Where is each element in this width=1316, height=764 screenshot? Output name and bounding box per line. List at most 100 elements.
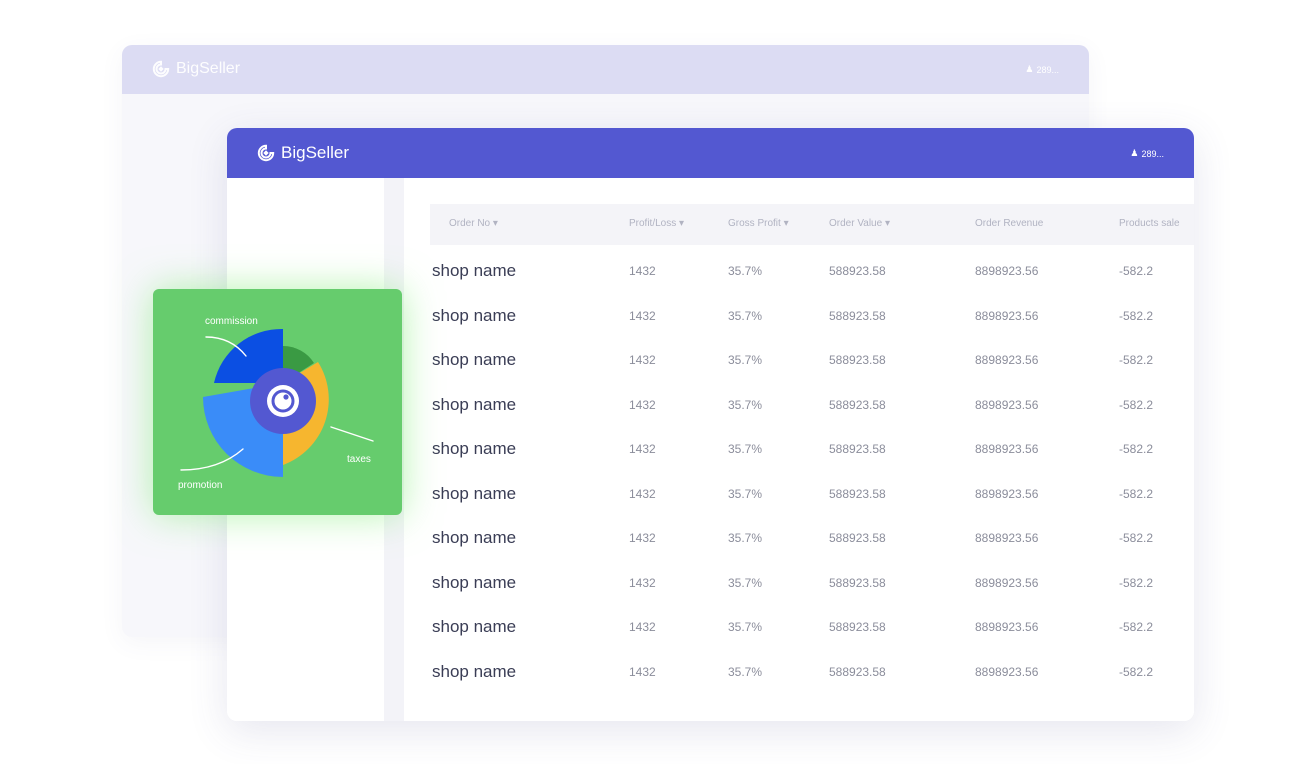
user-name: 289... (1141, 148, 1164, 159)
table-row[interactable]: shop name 1432 35.7% 588923.58 8898923.56 -58… (430, 437, 1194, 482)
shop-name-cell: shop name (432, 439, 517, 458)
column-header-gross-profit[interactable]: Gross Profit ▾ (728, 218, 789, 229)
table-cell: 1432 (629, 531, 656, 545)
taxes-label: taxes (347, 454, 371, 465)
table-body: shop name 1432 35.7% 588923.58 8898923.56 -58… (430, 259, 1194, 704)
table-row[interactable]: shop name 1432 35.7% 588923.58 8898923.56 -58… (430, 348, 1194, 393)
table-cell: -582.2 (1119, 308, 1154, 323)
table-cell: -582.2 (1119, 620, 1154, 634)
user-menu[interactable]: ♟ 289... (1130, 148, 1164, 159)
table-cell: 35.7% (728, 397, 763, 412)
user-icon: ♟ (1025, 64, 1034, 74)
main-window-header: BigSeller ♟ 289... (227, 128, 1194, 178)
background-user: ♟ 289... (1025, 64, 1059, 75)
column-header-products-sale: Products sale (1119, 218, 1180, 229)
shop-name-cell: shop name (432, 305, 517, 325)
table-cell: 8898923.56 (975, 486, 1039, 501)
table-row[interactable]: shop name 1432 35.7% 588923.58 8898923.56 -58… (430, 482, 1194, 527)
table-cell: 1432 (629, 442, 656, 456)
table-row[interactable]: shop name 1432 35.7% 588923.58 8898923.56 -58… (430, 526, 1194, 571)
shop-name-cell: shop name (432, 483, 517, 503)
table-cell: 35.7% (728, 575, 763, 590)
table-header: Order No ▾ Profit/Loss ▾ Gross Profit ▾ … (430, 204, 1194, 245)
table-cell: 588923.58 (829, 442, 886, 456)
promotion-label: promotion (178, 480, 223, 491)
table-cell: 35.7% (728, 308, 763, 323)
column-header-order-no[interactable]: Order No ▾ (449, 218, 498, 229)
main-window: BigSeller ♟ 289... Order No ▾ Profit/Los… (227, 128, 1194, 721)
table-cell: 35.7% (728, 486, 763, 501)
table-cell: 588923.58 (829, 620, 886, 634)
table-cell: 35.7% (728, 620, 763, 634)
table-cell: 1432 (629, 264, 656, 278)
table-cell: 35.7% (728, 264, 763, 278)
table-cell: 588923.58 (829, 664, 886, 679)
table-cell: 8898923.56 (975, 397, 1039, 412)
table-row[interactable]: shop name 1432 35.7% 588923.58 8898923.56 -58… (430, 615, 1194, 660)
table-cell: 8898923.56 (975, 442, 1039, 456)
user-icon: ♟ (1130, 148, 1139, 158)
table-row[interactable]: shop name 1432 35.7% 588923.58 8898923.56 -58… (430, 259, 1194, 304)
table-cell: 1432 (629, 575, 656, 590)
table-cell: 588923.58 (829, 264, 886, 278)
table-row[interactable]: shop name 1432 35.7% 588923.58 8898923.56 -58… (430, 660, 1194, 705)
table-cell: 588923.58 (829, 353, 886, 367)
table-cell: 8898923.56 (975, 664, 1039, 679)
background-window-header: BigSeller ♟ 289... (122, 45, 1089, 94)
bigseller-logo-icon (152, 60, 170, 78)
table-row[interactable]: shop name 1432 35.7% 588923.58 8898923.56 -58… (430, 571, 1194, 616)
column-header-order-revenue: Order Revenue (975, 218, 1044, 229)
shop-name-cell: shop name (432, 572, 517, 592)
table-cell: 8898923.56 (975, 575, 1039, 590)
shop-name-cell: shop name (432, 528, 517, 547)
table-cell: 1432 (629, 486, 656, 501)
main-content: Order No ▾ Profit/Loss ▾ Gross Profit ▾ … (404, 178, 1194, 721)
table-cell: -582.2 (1119, 442, 1154, 456)
chart-sector-commission (214, 328, 283, 383)
background-brand: BigSeller (152, 60, 240, 78)
shop-name-cell: shop name (432, 661, 517, 681)
table-cell: 1432 (629, 308, 656, 323)
table-cell: 35.7% (728, 353, 763, 367)
shop-name-cell: shop name (432, 261, 517, 280)
table-row[interactable]: shop name 1432 35.7% 588923.58 8898923.56 -58… (430, 393, 1194, 438)
table-cell: 8898923.56 (975, 308, 1039, 323)
table-cell: -582.2 (1119, 486, 1154, 501)
table-cell: -582.2 (1119, 264, 1154, 278)
table-cell: 8898923.56 (975, 531, 1039, 545)
promotion-leader-line (180, 448, 244, 471)
table-cell: 1432 (629, 664, 656, 679)
table-cell: 1432 (629, 397, 656, 412)
table-cell: -582.2 (1119, 575, 1154, 590)
brand[interactable]: BigSeller (257, 143, 349, 163)
table-cell: 588923.58 (829, 486, 886, 501)
table-cell: 1432 (629, 620, 656, 634)
bigseller-logo-icon (257, 144, 275, 162)
table-cell: 8898923.56 (975, 620, 1039, 634)
background-brand-name: BigSeller (176, 60, 241, 77)
table-cell: -582.2 (1119, 397, 1154, 412)
table-cell: 1432 (629, 353, 656, 367)
table-row[interactable]: shop name 1432 35.7% 588923.58 8898923.56 -58… (430, 304, 1194, 349)
column-header-order-value[interactable]: Order Value ▾ (829, 218, 890, 229)
background-user-name: 289... (1036, 64, 1059, 75)
commission-label: commission (205, 316, 258, 327)
shop-name-cell: shop name (432, 350, 517, 369)
table-cell: 588923.58 (829, 308, 886, 323)
commission-leader-line (205, 336, 247, 357)
table-cell: -582.2 (1119, 353, 1154, 367)
column-header-profit-loss[interactable]: Profit/Loss ▾ (629, 218, 685, 229)
table-cell: -582.2 (1119, 531, 1154, 545)
table-cell: 588923.58 (829, 575, 886, 590)
table-cell: 588923.58 (829, 531, 886, 545)
target-icon (267, 385, 299, 417)
cost-breakdown-chart (180, 328, 374, 477)
table-cell: 35.7% (728, 664, 763, 679)
table-cell: 588923.58 (829, 397, 886, 412)
shop-name-cell: shop name (432, 394, 517, 414)
table-cell: 8898923.56 (975, 264, 1039, 278)
table-cell: -582.2 (1119, 664, 1154, 679)
shop-name-cell: shop name (432, 617, 517, 636)
taxes-leader-line (330, 426, 374, 442)
table-cell: 8898923.56 (975, 353, 1039, 367)
